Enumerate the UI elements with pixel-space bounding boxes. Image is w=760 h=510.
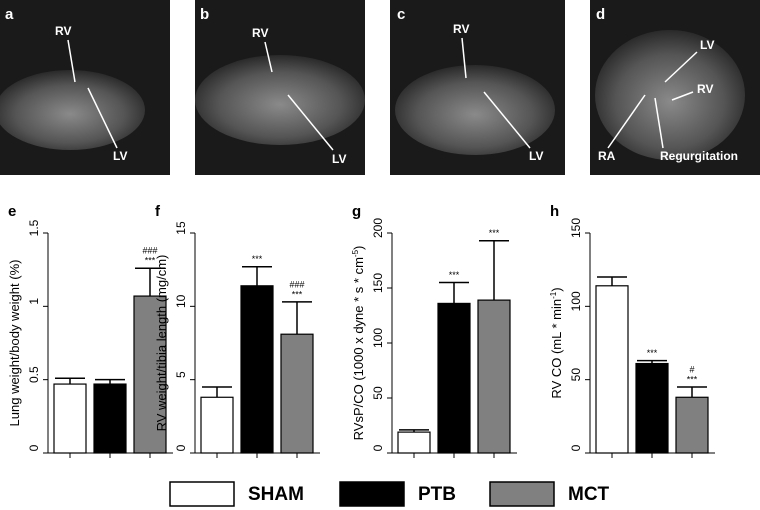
legend-label: PTB	[418, 484, 456, 505]
panel-letter: g	[352, 203, 361, 220]
y-axis-label-part: Lung weight/body weight (%)	[7, 260, 22, 427]
image-label: LV	[529, 149, 543, 163]
mri-body	[595, 30, 745, 160]
y-tick-label: 0	[569, 444, 583, 451]
y-tick-label: 0	[27, 444, 41, 451]
bar	[437, 302, 471, 454]
significance-mark: ***	[292, 289, 303, 299]
y-tick-label: 150	[371, 273, 385, 293]
panel-letter: a	[5, 6, 14, 23]
bar	[477, 299, 511, 454]
panel-letter: e	[8, 203, 16, 220]
pointer	[664, 51, 698, 83]
pointer	[67, 39, 76, 83]
bar	[93, 383, 127, 454]
y-tick-label: 0	[371, 444, 385, 451]
panel-letter: f	[155, 203, 161, 220]
mri-body	[195, 55, 365, 145]
y-axis-label: RVsP/CO (1000 x dyne * s * cm-5)	[351, 246, 367, 441]
significance-mark: ###	[142, 246, 157, 256]
pointer	[671, 91, 694, 101]
y-axis-label-sup: -5	[351, 249, 360, 257]
pointer	[264, 41, 273, 73]
significance-mark: ***	[489, 228, 500, 238]
image-label: RV	[55, 24, 71, 38]
y-tick-label: 200	[371, 218, 385, 238]
y-axis-label-part: RV weight/tibia length (mg/cm)	[154, 255, 169, 432]
y-tick-label: 5	[174, 371, 188, 378]
image-label: LV	[700, 38, 714, 52]
legend-swatch	[169, 481, 235, 507]
bar	[635, 362, 669, 454]
significance-mark: ***	[145, 256, 156, 266]
y-axis-label: RV CO (mL * min-1)	[549, 287, 565, 398]
bar	[595, 285, 629, 454]
y-tick-label: 0.5	[27, 366, 41, 383]
bar	[280, 333, 314, 454]
panel-letter: h	[550, 203, 559, 220]
legend-label: MCT	[568, 484, 610, 505]
legend-label: SHAM	[248, 484, 304, 505]
y-tick-label: 15	[174, 221, 188, 235]
significance-mark: ***	[647, 348, 658, 358]
bar	[240, 285, 274, 454]
y-tick-label: 10	[174, 294, 188, 308]
significance-mark: ***	[252, 254, 263, 264]
image-label: LV	[332, 152, 346, 166]
mri-body	[395, 65, 555, 155]
y-axis-label-sup: -1	[549, 291, 558, 299]
y-tick-label: 100	[371, 328, 385, 348]
y-tick-label: 1	[27, 298, 41, 305]
y-axis-label-part: )	[351, 246, 366, 250]
image-label: RV	[697, 82, 713, 96]
y-axis-label-part: RV CO (mL * min	[549, 299, 564, 399]
bar	[675, 396, 709, 454]
y-tick-label: 1.5	[27, 219, 41, 236]
bar	[200, 396, 234, 454]
y-axis-label: RV weight/tibia length (mg/cm)	[154, 255, 169, 432]
y-tick-label: 50	[569, 368, 583, 382]
bar	[53, 383, 87, 454]
y-axis-label-part: RVsP/CO (1000 x dyne * s * cm	[351, 257, 366, 440]
image-label: LV	[113, 149, 127, 163]
significance-mark: ***	[687, 374, 698, 384]
y-axis-label: Lung weight/body weight (%)	[7, 260, 22, 427]
y-tick-label: 100	[569, 291, 583, 311]
pointer	[654, 97, 664, 149]
mri-body	[0, 70, 145, 150]
image-label: RA	[598, 149, 616, 163]
bar	[397, 431, 431, 454]
y-tick-label: 0	[174, 444, 188, 451]
mri-panels: a RV LV b RV LV c RV LV d LV RV RA Regur…	[0, 0, 760, 175]
legend-swatch	[339, 481, 405, 507]
pointer	[87, 87, 118, 149]
pointer	[483, 91, 531, 149]
pointer	[461, 37, 467, 79]
y-tick-label: 150	[569, 218, 583, 238]
y-axis-label-part: )	[549, 287, 564, 291]
image-label: RV	[252, 26, 268, 40]
image-label: RV	[453, 22, 469, 36]
pointer	[607, 94, 646, 149]
pointer	[287, 94, 334, 151]
panel-letter: b	[200, 6, 209, 23]
significance-mark: #	[689, 364, 694, 374]
y-tick-label: 50	[371, 386, 385, 400]
bar	[133, 295, 167, 454]
significance-mark: ***	[449, 270, 460, 280]
image-label: Regurgitation	[660, 149, 738, 163]
panel-letter: c	[397, 6, 405, 23]
panel-letter: d	[596, 6, 605, 23]
legend-swatch	[489, 481, 555, 507]
significance-mark: ###	[289, 279, 304, 289]
